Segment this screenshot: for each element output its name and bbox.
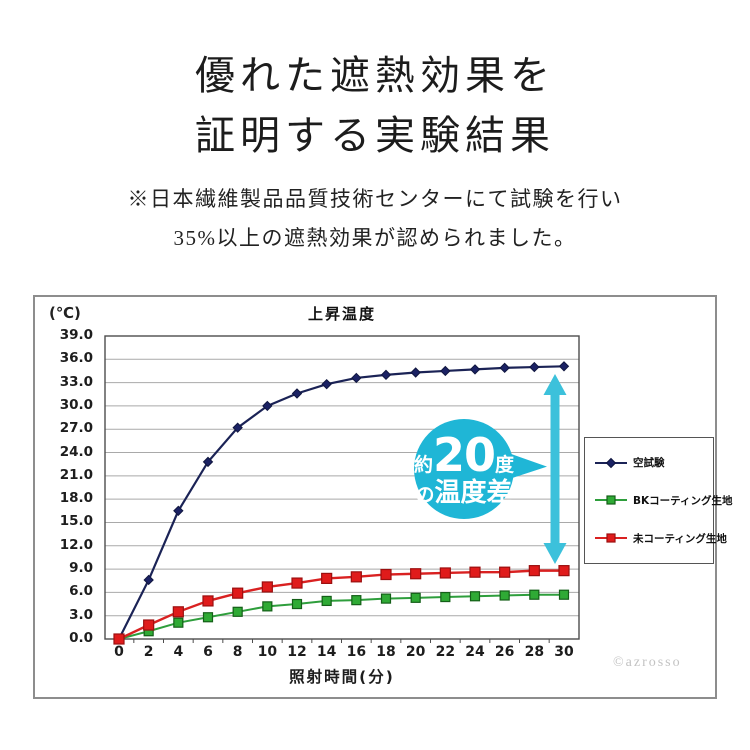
x-tick-label: 10 xyxy=(257,644,278,660)
x-tick-label: 4 xyxy=(173,644,184,660)
x-tick-label: 20 xyxy=(405,644,426,660)
x-tick-label: 30 xyxy=(554,644,574,660)
page-subtitle-line1: ※日本繊維製品品質技術センターにて試験を行い xyxy=(127,187,623,211)
y-tick-label: 24.0 xyxy=(59,443,93,460)
x-tick-label: 8 xyxy=(232,644,243,660)
y-axis-unit-label: (℃) xyxy=(49,304,81,322)
bubble-line1: 約 20 度 xyxy=(414,432,514,478)
legend-label-blank-test: 空試験 xyxy=(633,457,665,470)
legend-entry-blank-test: 空試験 xyxy=(594,455,713,470)
legend-marker-bk-coating-icon xyxy=(595,495,627,506)
x-tick-label: 28 xyxy=(524,644,545,660)
x-tick-label: 6 xyxy=(203,644,213,660)
y-tick-label: 0.0 xyxy=(69,630,93,646)
x-axis-title: 照射時間(分) xyxy=(289,668,395,686)
line-chart-plot xyxy=(104,335,580,645)
x-tick-label: 22 xyxy=(435,644,456,660)
bubble-line2-prefix: の xyxy=(415,484,435,506)
bubble-number: 20 xyxy=(433,428,496,482)
y-tick-label: 33.0 xyxy=(59,373,93,390)
watermark: ©azrosso xyxy=(613,655,682,670)
chart-panel: (℃) 上昇温度 39.0 36.0 33.0 30.0 27.0 24.0 21.0 18.… xyxy=(33,295,733,699)
bubble-prefix: 約 xyxy=(413,454,433,476)
legend-marker-blank-test-icon xyxy=(595,457,627,469)
x-tick-label: 26 xyxy=(494,644,515,660)
y-tick-label: 3.0 xyxy=(69,606,93,623)
page-title-line1: 優れた遮熱効果を xyxy=(195,53,555,98)
page-title-line2: 証明する実験結果 xyxy=(195,113,555,158)
legend-marker-uncoated-icon xyxy=(595,533,627,543)
page-subtitle-line2: 35%以上の遮熱効果が認められました。 xyxy=(173,225,577,250)
x-tick-label: 24 xyxy=(465,644,485,660)
legend-label-uncoated: 未コーティング生地 xyxy=(633,532,727,545)
y-tick-label: 18.0 xyxy=(59,490,93,507)
y-tick-label: 36.0 xyxy=(59,350,93,367)
page-subtitle: ※日本繊維製品品質技術センターにて試験を行い 35%以上の遮熱効果が認められまし… xyxy=(0,180,750,258)
x-tick-label: 2 xyxy=(143,644,154,660)
bubble-line2: の温度差 xyxy=(415,480,512,506)
y-tick-label: 6.0 xyxy=(69,583,93,600)
chart-legend: 空試験 BKコーティング生地 未コーティング生地 xyxy=(584,437,733,564)
y-tick-label: 30.0 xyxy=(59,396,93,413)
y-tick-label: 9.0 xyxy=(69,560,93,577)
chart-title: 上昇温度 xyxy=(307,305,377,323)
y-tick-label: 15.0 xyxy=(59,513,93,530)
x-tick-label: 12 xyxy=(287,644,307,660)
legend-entry-bk-coating: BKコーティング生地 xyxy=(594,493,733,508)
x-tick-label: 14 xyxy=(316,644,337,660)
legend-entry-uncoated: 未コーティング生地 xyxy=(594,531,727,546)
bubble-line2-main: 温度差 xyxy=(434,478,513,508)
legend-label-bk-coating: BKコーティング生地 xyxy=(633,494,733,507)
y-tick-label: 27.0 xyxy=(59,420,93,437)
temperature-difference-bubble: 約 20 度 の温度差 xyxy=(414,419,514,519)
y-tick-label: 21.0 xyxy=(59,466,93,483)
x-tick-label: 18 xyxy=(376,644,396,660)
x-tick-label: 0 xyxy=(114,644,124,660)
y-tick-label: 39.0 xyxy=(59,327,93,343)
y-tick-label: 12.0 xyxy=(59,536,93,553)
bubble-suffix: 度 xyxy=(495,454,515,476)
page-title: 優れた遮熱効果を 証明する実験結果 xyxy=(0,46,750,166)
temperature-difference-arrow xyxy=(543,374,567,564)
x-tick-label: 16 xyxy=(346,644,367,660)
